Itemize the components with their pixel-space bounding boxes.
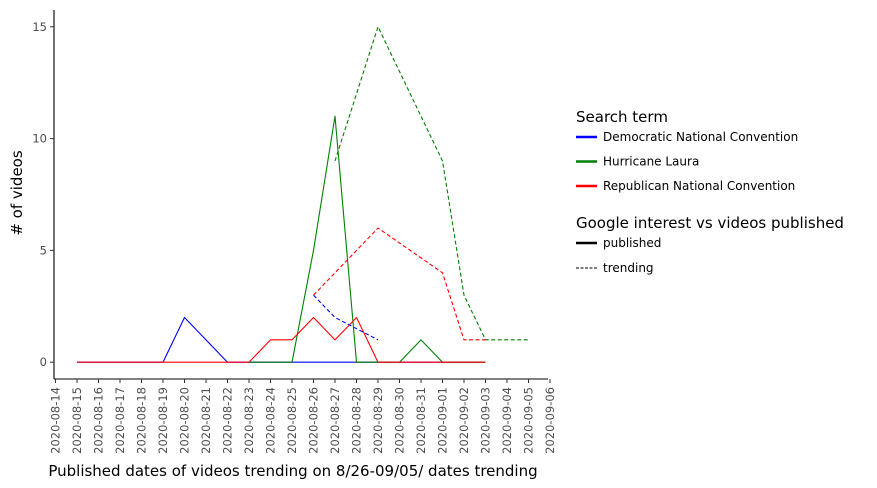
- x-tick-label: 2020-08-14: [49, 387, 63, 454]
- trending-line-democratic-national-convention: [313, 294, 379, 341]
- x-tick-label: 2020-08-31: [414, 387, 428, 454]
- x-tick-label: 2020-08-20: [178, 387, 192, 454]
- x-tick-label: 2020-09-01: [436, 387, 450, 454]
- legend-title: Google interest vs videos published: [576, 214, 844, 232]
- x-tick-label: 2020-08-24: [264, 387, 278, 454]
- y-tick-label: 0: [40, 355, 47, 369]
- x-tick-label: 2020-08-22: [221, 387, 235, 454]
- x-tick-label: 2020-09-04: [500, 387, 514, 454]
- x-tick-label: 2020-08-29: [371, 387, 385, 454]
- plot-lines: [77, 26, 529, 363]
- x-tick-label: 2020-08-23: [242, 387, 256, 454]
- legend-entry-label: Republican National Convention: [603, 179, 795, 193]
- legend-entry-label: trending: [603, 261, 654, 275]
- y-tick-label: 5: [40, 243, 47, 257]
- x-tick-label: 2020-08-16: [92, 387, 106, 454]
- legend-title: Search term: [576, 108, 668, 126]
- legend-entry-label: published: [603, 236, 661, 250]
- x-tick-label: 2020-09-03: [479, 387, 493, 454]
- legend-entry-label: Democratic National Convention: [603, 130, 798, 144]
- x-tick-label: 2020-08-21: [199, 387, 213, 454]
- x-tick-label: 2020-08-15: [70, 387, 84, 454]
- axes: 0 5 10 15 2020-08-14 2020-08-15 2020-08-16 2020…: [32, 10, 557, 454]
- x-tick-label: 2020-09-06: [543, 387, 557, 454]
- x-tick-label: 2020-08-25: [285, 387, 299, 454]
- legend: Search term Democratic National Conventio…: [576, 108, 844, 275]
- x-tick-label: 2020-08-19: [156, 387, 170, 454]
- x-tick-label: 2020-08-27: [328, 387, 342, 454]
- x-tick-label: 2020-08-17: [113, 387, 127, 454]
- legend-entry-label: Hurricane Laura: [603, 155, 699, 169]
- trending-line-republican-national-convention: [313, 227, 486, 341]
- y-axis-title: # of videos: [8, 150, 26, 236]
- x-tick-label: 2020-08-28: [350, 387, 364, 454]
- y-tick-label: 10: [32, 132, 47, 146]
- trending-line-hurricane-laura: [334, 26, 529, 341]
- x-tick-label: 2020-09-02: [457, 387, 471, 454]
- y-tick-label: 15: [32, 20, 47, 34]
- x-axis-title: Published dates of videos trending on 8/…: [48, 462, 537, 480]
- x-tick-label: 2020-08-26: [307, 387, 321, 454]
- published-line-republican-national-convention: [77, 316, 486, 363]
- x-tick-label: 2020-09-05: [522, 387, 536, 454]
- x-tick-label: 2020-08-18: [135, 387, 149, 454]
- x-tick-label: 2020-08-30: [393, 387, 407, 454]
- published-line-hurricane-laura: [249, 115, 486, 363]
